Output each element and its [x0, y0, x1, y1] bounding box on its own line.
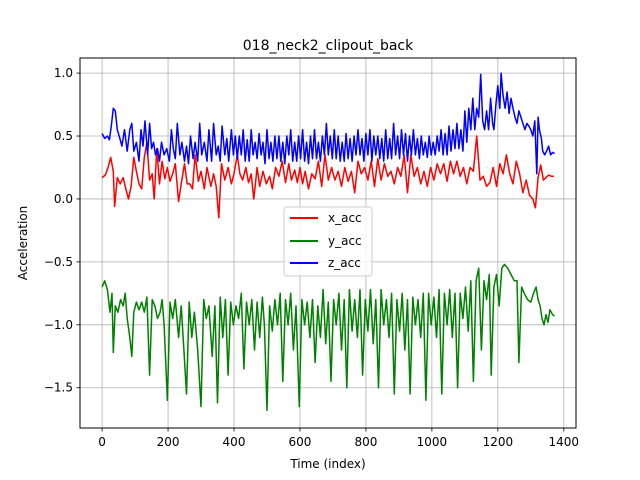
- series-line-z-acc: [101, 72, 555, 175]
- legend: x_acc y_acc z_acc: [283, 206, 373, 277]
- y-axis-ticks: −1.5 −1.0 −0.5 0.0 0.5 1.0: [44, 66, 80, 395]
- plot-frame: [79, 57, 577, 429]
- x-tick-label: 0: [98, 435, 106, 449]
- y-axis-label: Acceleration: [16, 206, 30, 281]
- y-tick-label: −1.0: [44, 318, 73, 332]
- x-tick-label: 1400: [549, 435, 580, 449]
- series-line-x-acc: [101, 135, 554, 219]
- x-tick-label: 400: [223, 435, 246, 449]
- x-axis-ticks: 0 200 400 600 800 1000 1200 1400: [98, 428, 579, 449]
- chart-title: 018_neck2_clipout_back: [243, 38, 414, 54]
- legend-label-y-acc: y_acc: [328, 234, 362, 248]
- y-tick-label: 0.5: [54, 129, 73, 143]
- series-line-y-acc: [101, 263, 556, 412]
- legend-label-x-acc: x_acc: [328, 211, 362, 225]
- x-tick-label: 200: [157, 435, 180, 449]
- y-tick-label: −0.5: [44, 255, 73, 269]
- x-tick-label: 600: [289, 435, 312, 449]
- y-tick-label: 1.0: [54, 66, 73, 80]
- legend-box: [283, 206, 373, 277]
- y-tick-label: 0.0: [54, 192, 73, 206]
- x-tick-label: 800: [354, 435, 377, 449]
- y-tick-label: −1.5: [44, 381, 73, 395]
- x-axis-label: Time (index): [289, 457, 365, 471]
- legend-label-z-acc: z_acc: [328, 256, 361, 270]
- series-lines: [101, 72, 556, 412]
- x-tick-label: 1000: [417, 435, 448, 449]
- x-tick-label: 1200: [483, 435, 514, 449]
